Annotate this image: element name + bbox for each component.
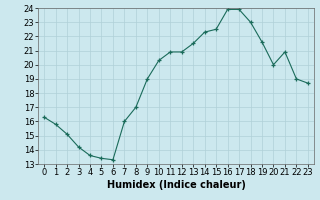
X-axis label: Humidex (Indice chaleur): Humidex (Indice chaleur) [107, 180, 245, 190]
